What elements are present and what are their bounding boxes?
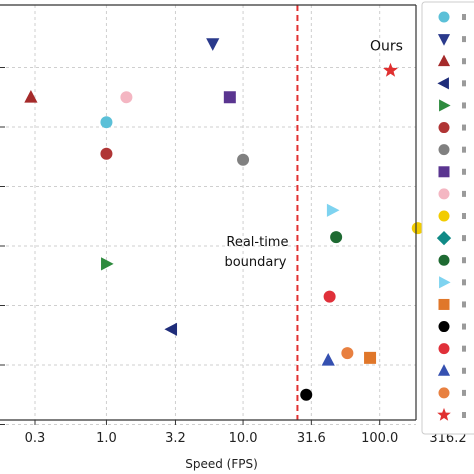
- data-point: [237, 153, 250, 166]
- legend-label-fragment: [462, 80, 466, 87]
- legend-marker: [437, 77, 449, 90]
- legend-marker: [439, 276, 451, 289]
- x-tick-label: 100.0: [361, 431, 398, 446]
- data-point: [24, 90, 38, 103]
- legend-marker: [438, 144, 450, 156]
- legend-label-fragment: [462, 124, 466, 131]
- legend-label-fragment: [462, 168, 466, 175]
- legend-marker: [438, 321, 450, 333]
- data-point: [120, 91, 133, 104]
- legend-label-fragment: [462, 345, 466, 352]
- x-tick-label: 3.2: [165, 431, 186, 446]
- ours-annotation: Ours: [370, 38, 403, 54]
- legend-label-fragment: [462, 323, 466, 330]
- data-point: [383, 62, 398, 77]
- legend-label-fragment: [462, 367, 466, 374]
- legend-marker: [438, 387, 450, 399]
- legend-label-fragment: [462, 213, 466, 219]
- x-tick-label: 1.0: [96, 431, 117, 446]
- data-point: [100, 147, 113, 160]
- legend-label-fragment: [462, 389, 466, 396]
- legend-marker: [436, 230, 452, 246]
- data-point: [100, 116, 113, 129]
- x-tick-label: 10.0: [229, 431, 258, 446]
- legend-label-fragment: [462, 279, 466, 286]
- legend-marker: [438, 298, 450, 310]
- legend-label-fragment: [462, 235, 466, 242]
- axes: [0, 4, 417, 425]
- legend-marker: [438, 210, 450, 222]
- legend-marker: [437, 407, 451, 421]
- data-point: [326, 203, 340, 217]
- legend-label-fragment: [462, 190, 466, 197]
- legend-label-fragment: [462, 102, 466, 109]
- data-point: [300, 388, 313, 401]
- data-point: [411, 222, 424, 235]
- data-point: [223, 91, 236, 104]
- legend-marker: [438, 343, 450, 355]
- legend-label-fragment: [462, 412, 466, 418]
- boundary-label-line2: boundary: [224, 255, 286, 270]
- data-points: [24, 38, 440, 401]
- data-point: [364, 351, 377, 364]
- legend-marker: [438, 166, 450, 178]
- legend-label-fragment: [462, 58, 466, 65]
- data-point: [164, 322, 178, 336]
- data-point: [323, 290, 336, 303]
- x-tick-label: 31.6: [297, 431, 326, 446]
- legend-label-fragment: [462, 14, 466, 20]
- legend-label-fragment: [462, 36, 466, 43]
- legend-label-fragment: [462, 301, 466, 308]
- data-point: [330, 231, 343, 244]
- legend-label-fragment: [462, 146, 466, 153]
- data-point: [206, 38, 220, 51]
- x-tick-label: 316.2: [429, 431, 466, 446]
- data-point: [321, 353, 335, 366]
- grid: [0, 5, 449, 425]
- legend-marker: [437, 34, 451, 46]
- boundary-label-line1: Real-time: [226, 235, 288, 250]
- legend-marker: [438, 188, 450, 200]
- data-point: [101, 257, 114, 271]
- legend-marker: [438, 11, 450, 23]
- legend: [421, 1, 474, 435]
- x-axis-label: Speed (FPS): [185, 457, 258, 471]
- legend-label-fragment: [462, 257, 466, 264]
- data-point: [341, 347, 354, 360]
- x-tick-label: 0.3: [25, 431, 46, 446]
- legend-marker: [438, 122, 450, 134]
- legend-marker: [438, 254, 450, 266]
- legend-marker: [437, 54, 451, 67]
- x-ticks: 0.3 1.0 3.2 10.0 31.6 100.0 316.2: [25, 420, 467, 446]
- legend-marker: [439, 99, 451, 112]
- legend-marker: [437, 364, 451, 376]
